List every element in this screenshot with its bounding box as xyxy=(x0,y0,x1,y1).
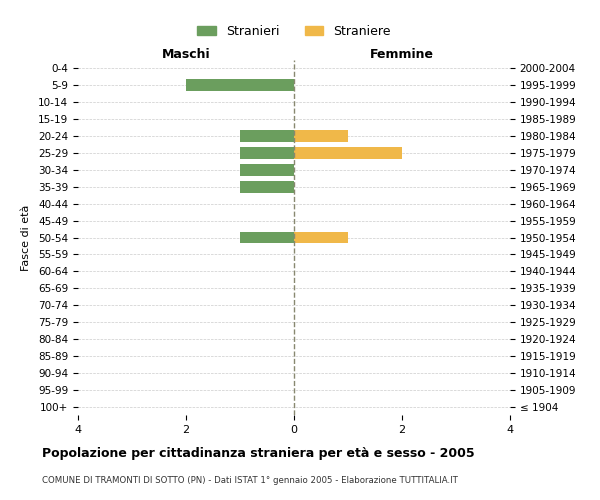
Bar xyxy=(240,232,294,243)
Bar xyxy=(294,147,402,159)
Text: COMUNE DI TRAMONTI DI SOTTO (PN) - Dati ISTAT 1° gennaio 2005 - Elaborazione TUT: COMUNE DI TRAMONTI DI SOTTO (PN) - Dati … xyxy=(42,476,458,485)
Legend: Stranieri, Straniere: Stranieri, Straniere xyxy=(192,20,396,43)
Bar xyxy=(294,130,348,142)
Y-axis label: Fasce di età: Fasce di età xyxy=(21,204,31,270)
Text: Maschi: Maschi xyxy=(161,48,211,61)
Bar xyxy=(240,147,294,159)
Bar xyxy=(240,164,294,176)
Bar xyxy=(240,181,294,192)
Bar xyxy=(186,80,294,92)
Bar xyxy=(294,232,348,243)
Text: Femmine: Femmine xyxy=(370,48,434,61)
Bar xyxy=(240,130,294,142)
Text: Popolazione per cittadinanza straniera per età e sesso - 2005: Popolazione per cittadinanza straniera p… xyxy=(42,448,475,460)
